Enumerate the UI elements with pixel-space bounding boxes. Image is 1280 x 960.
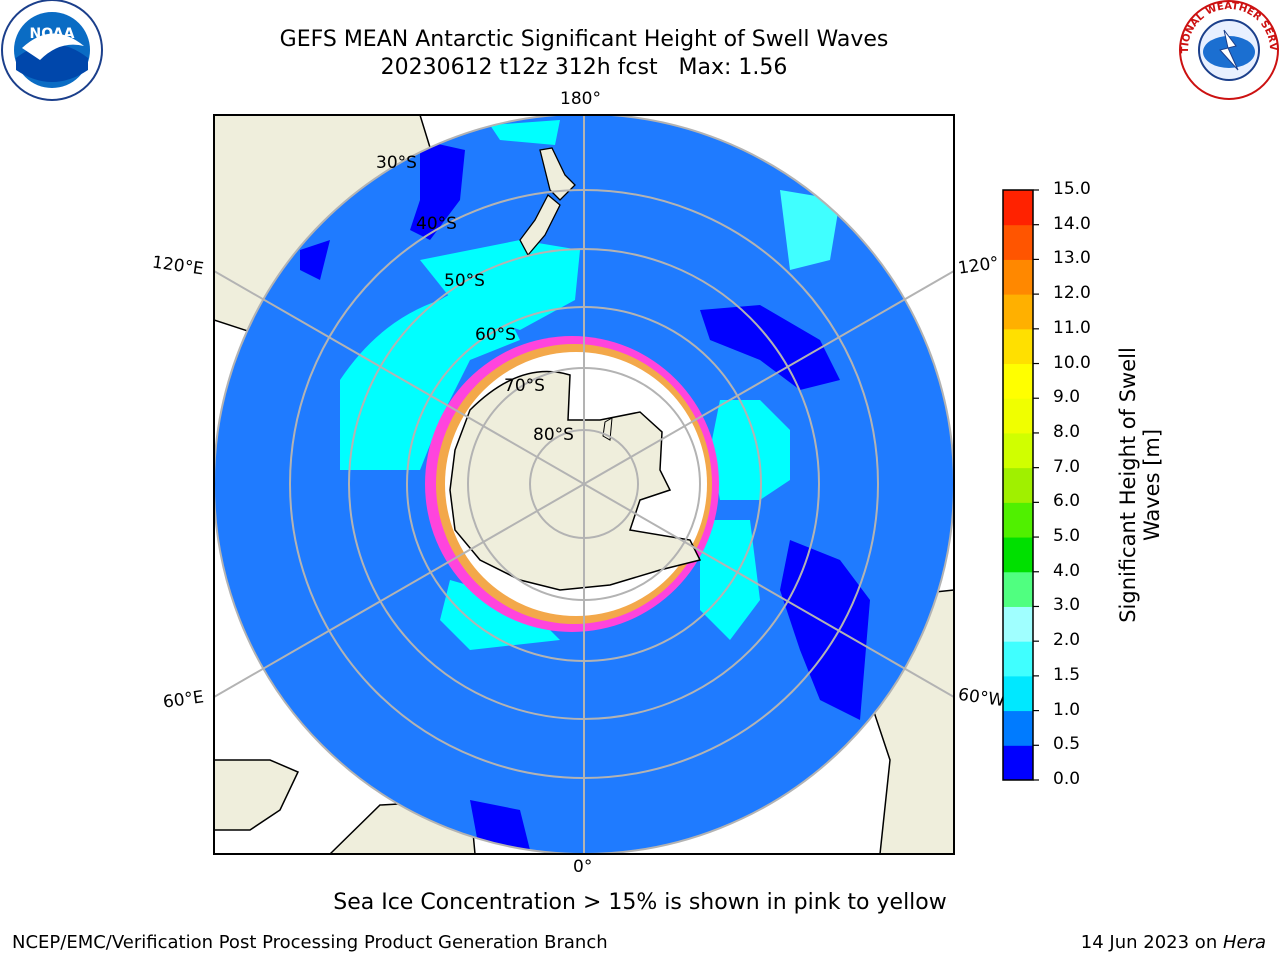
- nws-logo: NATIONAL WEATHER SERVICE: [1174, 0, 1280, 102]
- lat-label-70s: 70°S: [504, 376, 545, 396]
- noaa-logo-text: NOAA: [30, 26, 75, 42]
- colorbar-segment: [1003, 467, 1033, 503]
- colorbar-segment: [1003, 363, 1033, 399]
- colorbar-segment: [1003, 259, 1033, 295]
- footer-date-text: 14 Jun 2023 on: [1080, 932, 1223, 953]
- colorbar-frame: [1002, 189, 1034, 781]
- colorbar-tick-label: 1.0: [1053, 699, 1081, 720]
- colorbar-label-line1: Significant Height of Swell: [1116, 347, 1140, 623]
- colorbar-tick-label: 3.0: [1053, 595, 1081, 616]
- colorbar-tick-label: 11.0: [1053, 317, 1091, 338]
- colorbar-tick-label: 4.0: [1053, 560, 1081, 581]
- colorbar-tick-label: 8.0: [1053, 421, 1081, 442]
- colorbar-tick-label: 13.0: [1053, 248, 1091, 269]
- map-frame: [213, 114, 955, 855]
- colorbar-label-line2: Waves [m]: [1140, 428, 1164, 542]
- colorbar-tick-label: 1.5: [1053, 664, 1081, 685]
- colorbar-label: Significant Height of Swell Waves [m]: [1116, 347, 1164, 623]
- antarctica-land: [449, 370, 702, 591]
- chart-title: GEFS MEAN Antarctic Significant Height o…: [279, 27, 889, 52]
- footer-date: 14 Jun 2023 on Hera: [1081, 932, 1266, 953]
- colorbar-tick-label: 0.0: [1053, 769, 1081, 789]
- colorbar-tick-label: 0.5: [1053, 734, 1081, 755]
- colorbar-segment: [1003, 190, 1033, 226]
- chart-subtitle: 20230612 t12z 312h fcst Max: 1.56: [380, 55, 788, 80]
- colorbar-tick-label: 6.0: [1053, 491, 1081, 512]
- footer-producer: NCEP/EMC/Verification Post Processing Pr…: [12, 932, 608, 953]
- colorbar-segment: [1003, 328, 1033, 365]
- colorbar-segment: [1003, 432, 1033, 469]
- cyan-swell-west: [340, 290, 520, 470]
- colorbar-segment: [1003, 571, 1033, 607]
- lon-label-0: 0°: [573, 857, 593, 877]
- meridian-lines: [214, 115, 954, 854]
- lat-label-80s: 80°S: [533, 425, 574, 445]
- colorbar: [1002, 189, 1039, 781]
- new-zealand-north: [539, 147, 576, 201]
- colorbar-segment: [1003, 710, 1033, 746]
- madagascar-land: [214, 759, 300, 831]
- lat-label-60s: 60°S: [475, 325, 516, 345]
- colorbar-tick-label: 15.0: [1053, 179, 1091, 199]
- colorbar-segment: [1003, 745, 1033, 781]
- colorbar-tick-label: 14.0: [1053, 213, 1091, 234]
- colorbar-tick-label: 12.0: [1053, 283, 1091, 304]
- footer-machine: Hera: [1222, 932, 1266, 953]
- lat-label-50s: 50°S: [444, 271, 485, 291]
- colorbar-segment: [1003, 502, 1033, 538]
- colorbar-segment: [1003, 675, 1033, 712]
- colorbar-segment: [1003, 537, 1033, 573]
- colorbar-segment: [1003, 398, 1033, 434]
- colorbar-tick-label: 2.0: [1053, 630, 1081, 651]
- colorbar-segment: [1003, 641, 1033, 677]
- colorbar-segment: [1003, 294, 1033, 330]
- noaa-logo: NOAA: [0, 0, 104, 104]
- colorbar-tick-label: 5.0: [1053, 526, 1081, 547]
- colorbar-tick-label: 10.0: [1053, 352, 1091, 373]
- lon-label-180: 180°: [560, 89, 601, 109]
- colorbar-segment: [1003, 224, 1033, 260]
- colorbar-tick-label: 7.0: [1053, 456, 1081, 477]
- sea-ice-note: Sea Ice Concentration > 15% is shown in …: [333, 890, 947, 915]
- colorbar-segment: [1003, 606, 1033, 642]
- lat-label-30s: 30°S: [376, 153, 417, 173]
- colorbar-tick-label: 9.0: [1053, 387, 1081, 408]
- lat-label-40s: 40°S: [416, 214, 457, 234]
